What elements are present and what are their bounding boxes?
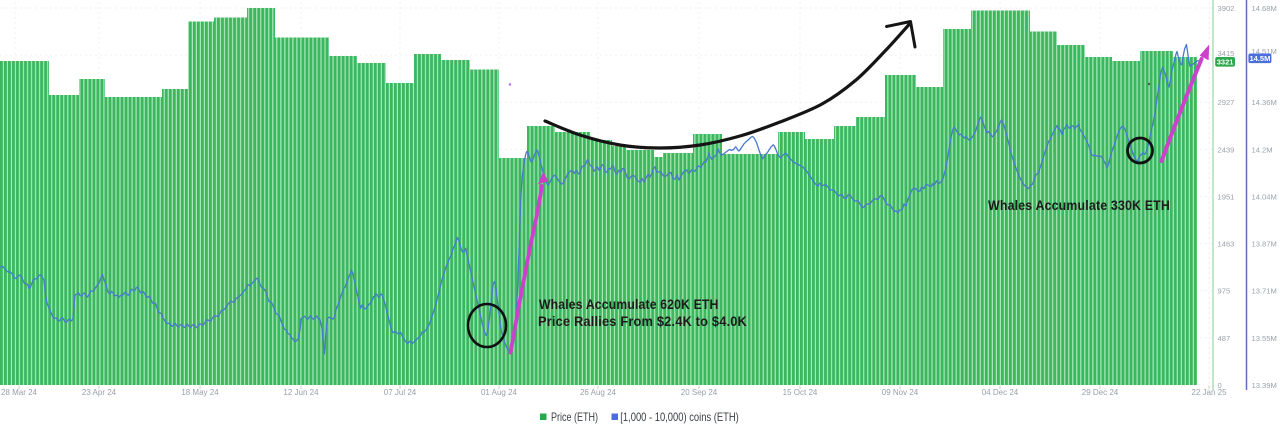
svg-text:Price (ETH): Price (ETH)	[551, 410, 598, 424]
svg-text:13.71M: 13.71M	[1252, 287, 1277, 296]
svg-text:487: 487	[1218, 334, 1231, 343]
svg-text:07 Jul 24: 07 Jul 24	[384, 388, 417, 397]
svg-text:2439: 2439	[1218, 145, 1235, 154]
svg-text:0: 0	[1218, 381, 1222, 390]
svg-text:14.51M: 14.51M	[1252, 47, 1277, 56]
svg-text:[1,000 - 10,000) coins (ETH): [1,000 - 10,000) coins (ETH)	[620, 410, 739, 424]
svg-text:12 Jun 24: 12 Jun 24	[283, 388, 319, 397]
svg-text:13.55M: 13.55M	[1252, 334, 1277, 343]
svg-text:3415: 3415	[1218, 49, 1235, 58]
svg-text:1463: 1463	[1218, 240, 1235, 249]
svg-text:13.39M: 13.39M	[1252, 381, 1277, 390]
svg-text:14.36M: 14.36M	[1252, 98, 1277, 107]
svg-text:Whales Accumulate 620K ETH: Whales Accumulate 620K ETH	[539, 296, 719, 312]
svg-text:1951: 1951	[1218, 193, 1235, 202]
svg-text:29 Dec 24: 29 Dec 24	[1082, 388, 1119, 397]
svg-text:13.87M: 13.87M	[1252, 240, 1277, 249]
svg-text:975: 975	[1218, 287, 1231, 296]
svg-text:2927: 2927	[1218, 98, 1235, 107]
svg-text:22 Jan 25: 22 Jan 25	[1191, 388, 1227, 397]
svg-text:14.2M: 14.2M	[1252, 145, 1273, 154]
svg-text:Price Rallies From $2.4K to $4: Price Rallies From $2.4K to $4.0K	[538, 313, 747, 329]
svg-text:04 Dec 24: 04 Dec 24	[982, 388, 1019, 397]
svg-text:14.04M: 14.04M	[1252, 193, 1277, 202]
svg-text:15 Oct 24: 15 Oct 24	[783, 388, 818, 397]
svg-text:3321: 3321	[1217, 57, 1234, 66]
svg-text:18 May 24: 18 May 24	[181, 388, 219, 397]
svg-text:3902: 3902	[1218, 4, 1235, 13]
svg-text:26 Aug 24: 26 Aug 24	[580, 388, 617, 397]
svg-text:23 Apr 24: 23 Apr 24	[82, 388, 117, 397]
svg-text:28 Mar 24: 28 Mar 24	[1, 388, 38, 397]
svg-text:14.68M: 14.68M	[1252, 4, 1277, 13]
svg-text:09 Nov 24: 09 Nov 24	[882, 388, 919, 397]
svg-text:14.5M: 14.5M	[1249, 54, 1270, 63]
svg-text:Whales Accumulate 330K ETH: Whales Accumulate 330K ETH	[988, 197, 1170, 213]
svg-text:20 Sep 24: 20 Sep 24	[681, 388, 718, 397]
svg-text:01 Aug 24: 01 Aug 24	[481, 388, 518, 397]
